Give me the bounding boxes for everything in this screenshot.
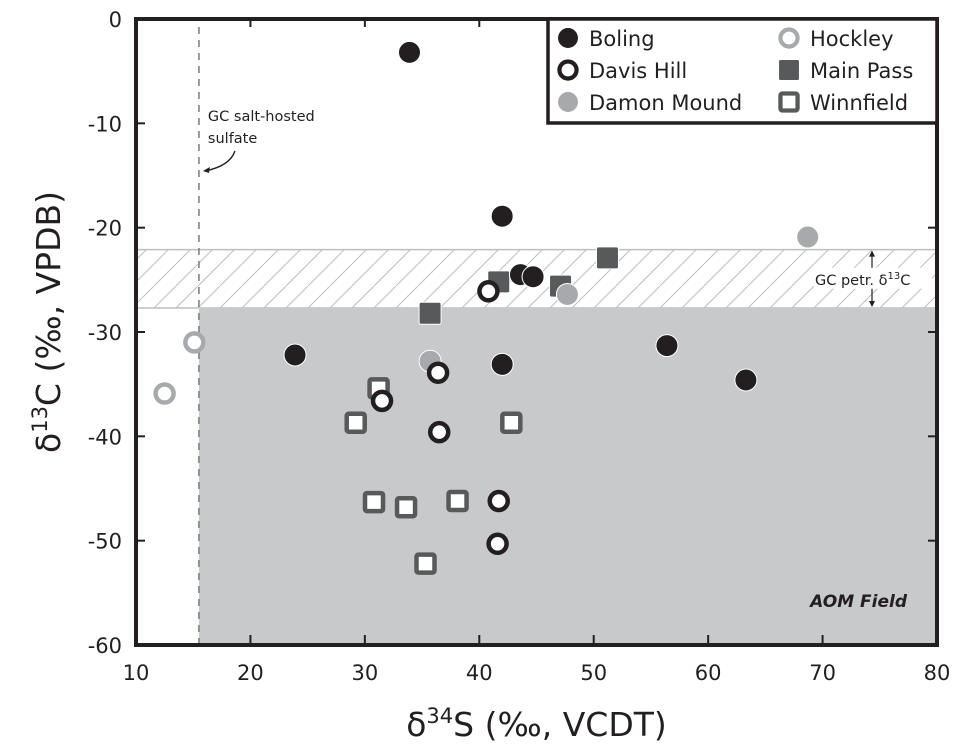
series-hockley bbox=[153, 331, 206, 405]
x-tick-label: 50 bbox=[580, 661, 607, 685]
data-point-winnfield bbox=[414, 552, 437, 575]
y-tick-label: -30 bbox=[88, 321, 122, 345]
data-point-winnfield bbox=[500, 411, 523, 435]
y-axis-title: δ13C (‰, VPDB) bbox=[28, 191, 68, 453]
series-boling bbox=[283, 40, 758, 392]
legend-item-winnfield: Winnfield bbox=[778, 91, 908, 115]
legend-label-davis-hill: Davis Hill bbox=[589, 59, 687, 83]
data-point-boling bbox=[283, 343, 307, 367]
data-point-winnfield bbox=[344, 411, 367, 435]
legend-label-boling: Boling bbox=[589, 27, 655, 51]
data-point-boling bbox=[490, 204, 514, 228]
x-tick-label: 30 bbox=[351, 661, 378, 685]
gc-salt-label-line1: GC salt-hosted bbox=[208, 109, 315, 125]
legend-marker-boling bbox=[557, 27, 579, 49]
gc-petr-arrow-up bbox=[869, 250, 875, 257]
y-tick-label: 0 bbox=[109, 8, 122, 32]
x-tick-label: 20 bbox=[237, 661, 264, 685]
gc-petr-label-bg bbox=[814, 267, 932, 289]
data-point-winnfield bbox=[394, 496, 418, 519]
data-point-damon-mound bbox=[555, 282, 579, 306]
x-axis-title: δ34S (‰, VCDT) bbox=[406, 704, 667, 744]
legend-item-davis-hill: Davis Hill bbox=[557, 59, 687, 83]
x-tick-label: 70 bbox=[809, 661, 836, 685]
x-tick-label: 80 bbox=[924, 661, 951, 685]
data-point-winnfield bbox=[362, 490, 386, 514]
data-point-davis-hill bbox=[427, 420, 451, 444]
data-point-hockley bbox=[153, 382, 176, 405]
data-point-hockley bbox=[183, 331, 206, 354]
legend-label-main-pass: Main Pass bbox=[810, 59, 913, 83]
y-tick-label: -50 bbox=[88, 530, 122, 554]
data-point-main-pass bbox=[595, 246, 619, 270]
legend-marker-damon-mound bbox=[557, 91, 579, 113]
y-tick-label: -10 bbox=[88, 112, 122, 136]
data-point-boling bbox=[397, 40, 421, 64]
legend-box bbox=[546, 17, 939, 125]
legend-item-boling: Boling bbox=[557, 27, 655, 51]
legend-marker-hockley bbox=[778, 27, 800, 49]
y-tick-label: -40 bbox=[88, 425, 122, 449]
data-point-boling bbox=[521, 265, 545, 289]
data-point-davis-hill bbox=[487, 489, 510, 513]
series-winnfield bbox=[344, 377, 523, 575]
data-point-boling bbox=[655, 334, 679, 358]
aom-field-label: AOM Field bbox=[808, 592, 908, 612]
data-point-winnfield bbox=[446, 489, 469, 513]
series-damon-mound bbox=[418, 225, 820, 373]
data-point-boling bbox=[490, 352, 514, 376]
gc-petr-label: GC petr. δ13C bbox=[815, 271, 910, 289]
legend-label-damon-mound: Damon Mound bbox=[589, 91, 742, 115]
legend-label-hockley: Hockley bbox=[810, 27, 894, 51]
data-point-boling bbox=[734, 368, 758, 392]
legend-item-main-pass: Main Pass bbox=[778, 59, 913, 83]
legend-marker-winnfield bbox=[778, 91, 800, 113]
legend-marker-davis-hill bbox=[557, 59, 579, 81]
data-point-davis-hill bbox=[486, 532, 509, 556]
legend-label-winnfield: Winnfield bbox=[810, 91, 908, 115]
data-point-davis-hill bbox=[477, 280, 500, 303]
legend-item-hockley: Hockley bbox=[778, 27, 894, 51]
x-tick-label: 10 bbox=[123, 661, 150, 685]
data-point-damon-mound bbox=[796, 225, 820, 249]
data-point-main-pass bbox=[418, 301, 442, 325]
x-tick-label: 60 bbox=[695, 661, 722, 685]
gc-petr-arrow-down bbox=[869, 301, 875, 308]
y-tick-label: -20 bbox=[88, 217, 122, 241]
gc-salt-label-line2: sulfate bbox=[208, 131, 257, 147]
gc-salt-arrowhead bbox=[202, 167, 210, 173]
aom-field-region bbox=[198, 308, 937, 645]
y-tick-label: -60 bbox=[88, 634, 122, 658]
legend-item-damon-mound: Damon Mound bbox=[557, 91, 742, 115]
data-point-davis-hill bbox=[370, 389, 394, 413]
series-davis-hill bbox=[370, 280, 510, 556]
x-tick-label: 40 bbox=[466, 661, 493, 685]
legend-marker-main-pass bbox=[778, 59, 800, 81]
data-point-davis-hill bbox=[426, 361, 450, 384]
